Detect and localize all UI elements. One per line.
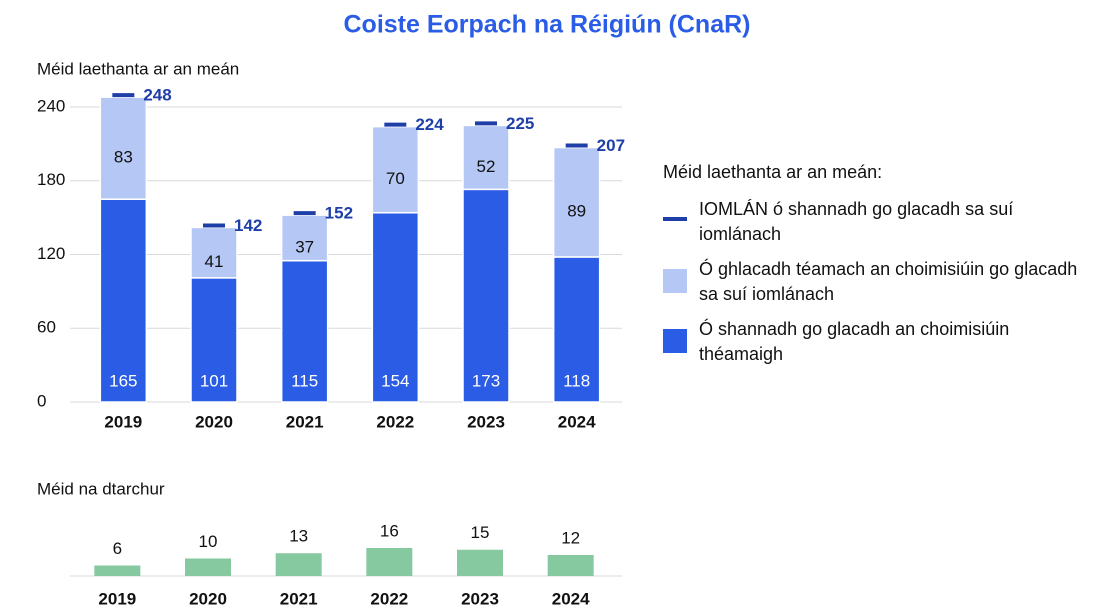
x-tick-label: 2023	[461, 589, 499, 608]
total-label: 152	[325, 204, 353, 223]
value-label: 12	[561, 528, 580, 547]
value-label: 13	[289, 527, 308, 546]
bar	[94, 565, 141, 576]
legend-swatch	[663, 217, 687, 221]
legend-item: Ó shannadh go glacadh an choimisiúin thé…	[663, 317, 1083, 367]
x-tick-label: 2019	[104, 412, 142, 431]
legend-label: Ó ghlacadh téamach an choimisiúin go gla…	[699, 259, 1078, 304]
legend-item: Ó ghlacadh téamach an choimisiúin go gla…	[663, 257, 1083, 307]
total-label: 207	[597, 136, 625, 155]
value-label: 154	[381, 371, 409, 390]
x-tick-label: 2023	[467, 412, 505, 431]
bar-segment	[99, 198, 148, 403]
bar-segment	[99, 96, 148, 200]
bar-segment	[462, 188, 510, 403]
x-tick-label: 2024	[552, 589, 590, 608]
value-label: 10	[199, 532, 218, 551]
y-tick-label: 0	[37, 391, 46, 410]
value-label: 165	[109, 371, 137, 390]
legend-label: Ó shannadh go glacadh an choimisiúin thé…	[699, 319, 1010, 364]
value-label: 70	[386, 169, 405, 188]
bar	[457, 549, 503, 576]
y-tick-label: 240	[37, 96, 65, 115]
x-tick-label: 2021	[286, 412, 324, 431]
y-tick-label: 60	[37, 318, 56, 337]
x-tick-label: 2022	[376, 412, 414, 431]
bar	[275, 553, 322, 576]
bar-segment	[371, 125, 420, 214]
legend: Méid laethanta ar an meán: IOMLÁN ó shan…	[663, 162, 1083, 377]
chart-title: Coiste Eorpach na Réigiún (CnaR)	[344, 11, 751, 39]
legend-items: IOMLÁN ó shannadh go glacadh sa suí ioml…	[663, 197, 1083, 367]
legend-item: IOMLÁN ó shannadh go glacadh sa suí ioml…	[663, 197, 1083, 247]
bar-segment	[190, 277, 238, 403]
value-label: 115	[291, 371, 318, 390]
value-label: 41	[205, 252, 224, 271]
bar-segment	[552, 146, 601, 258]
value-label: 37	[295, 237, 314, 256]
x-tick-label: 2024	[558, 412, 596, 431]
bar-segment	[552, 256, 601, 403]
total-label: 225	[506, 114, 534, 133]
x-tick-label: 2021	[280, 589, 318, 608]
x-tick-label: 2020	[189, 589, 227, 608]
bar-segment	[280, 214, 329, 262]
bar	[366, 548, 413, 576]
total-label: 142	[234, 216, 262, 235]
bar-segment	[280, 259, 329, 403]
value-label: 15	[471, 523, 490, 542]
value-label: 101	[200, 371, 228, 390]
value-label: 173	[472, 371, 500, 390]
value-label: 83	[114, 148, 133, 167]
bar	[547, 555, 594, 576]
total-label: 224	[415, 115, 444, 134]
x-tick-label: 2020	[195, 412, 233, 431]
value-label: 52	[477, 157, 496, 176]
x-tick-label: 2019	[98, 589, 136, 608]
bar-segment	[190, 226, 238, 279]
value-label: 118	[563, 371, 590, 390]
y-tick-label: 120	[37, 244, 65, 263]
y-axis-label: Méid laethanta ar an meán	[37, 59, 239, 78]
legend-swatch	[663, 329, 687, 353]
y-tick-label: 180	[37, 170, 65, 189]
legend-title: Méid laethanta ar an meán:	[663, 162, 883, 182]
value-label: 6	[113, 539, 122, 558]
x-tick-label: 2022	[370, 589, 408, 608]
legend-swatch	[663, 269, 687, 293]
value-label: 16	[380, 521, 399, 540]
panel-label: Méid na dtarchur	[37, 479, 165, 498]
bar-segment	[462, 124, 510, 191]
bar-segment	[371, 211, 420, 403]
legend-label: IOMLÁN ó shannadh go glacadh sa suí ioml…	[699, 199, 1014, 244]
total-label: 248	[143, 86, 171, 105]
value-label: 89	[567, 202, 586, 221]
bar	[185, 558, 231, 576]
